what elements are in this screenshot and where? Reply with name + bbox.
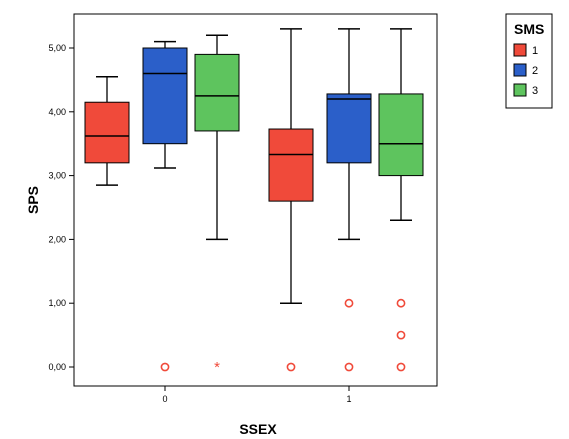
- outlier-point: [396, 298, 406, 308]
- y-axis: 0,00 1,00 2,00 3,00 4,00 5,00: [48, 43, 74, 372]
- y-tick-label: 2,00: [48, 234, 66, 244]
- legend-swatch: [513, 43, 527, 57]
- outlier-point: [344, 298, 354, 308]
- plot-frame: [73, 13, 438, 387]
- box-1-1: [268, 28, 314, 372]
- legend-swatch: [513, 83, 527, 97]
- y-tick-label: 4,00: [48, 107, 66, 117]
- legend-swatch: [513, 63, 527, 77]
- y-tick-label: 1,00: [48, 298, 66, 308]
- box-3-0: *: [194, 34, 240, 376]
- legend: SMS 1 2 3: [505, 13, 553, 109]
- outlier-point: [286, 362, 296, 372]
- outlier-point: [344, 362, 354, 372]
- legend-label: 2: [532, 65, 538, 77]
- y-tick-label: 0,00: [48, 362, 66, 372]
- box-3-1: [378, 28, 424, 372]
- iqr-box: [84, 101, 130, 164]
- iqr-box: [326, 93, 372, 164]
- outlier-point: [160, 362, 170, 372]
- y-tick-label: 3,00: [48, 171, 66, 181]
- legend-items: 1 2 3: [513, 43, 538, 97]
- box-2-0: [142, 40, 188, 372]
- iqr-box: [194, 53, 240, 132]
- x-tick-label: 0: [162, 394, 167, 404]
- x-axis-title: SSEX: [239, 421, 277, 437]
- iqr-box: [268, 128, 314, 202]
- box-1-0: [84, 75, 130, 186]
- legend-label: 1: [532, 45, 538, 57]
- legend-title: SMS: [514, 21, 544, 37]
- extreme-point: *: [214, 359, 220, 376]
- y-tick-label: 5,00: [48, 43, 66, 53]
- iqr-box: [378, 93, 424, 177]
- outlier-point: [396, 362, 406, 372]
- y-axis-title: SPS: [25, 186, 41, 214]
- x-tick-label: 1: [346, 394, 351, 404]
- outlier-point: [396, 330, 406, 340]
- box-2-1: [326, 28, 372, 372]
- iqr-box: [142, 47, 188, 145]
- box-groups: *: [84, 28, 424, 376]
- legend-label: 3: [532, 85, 538, 97]
